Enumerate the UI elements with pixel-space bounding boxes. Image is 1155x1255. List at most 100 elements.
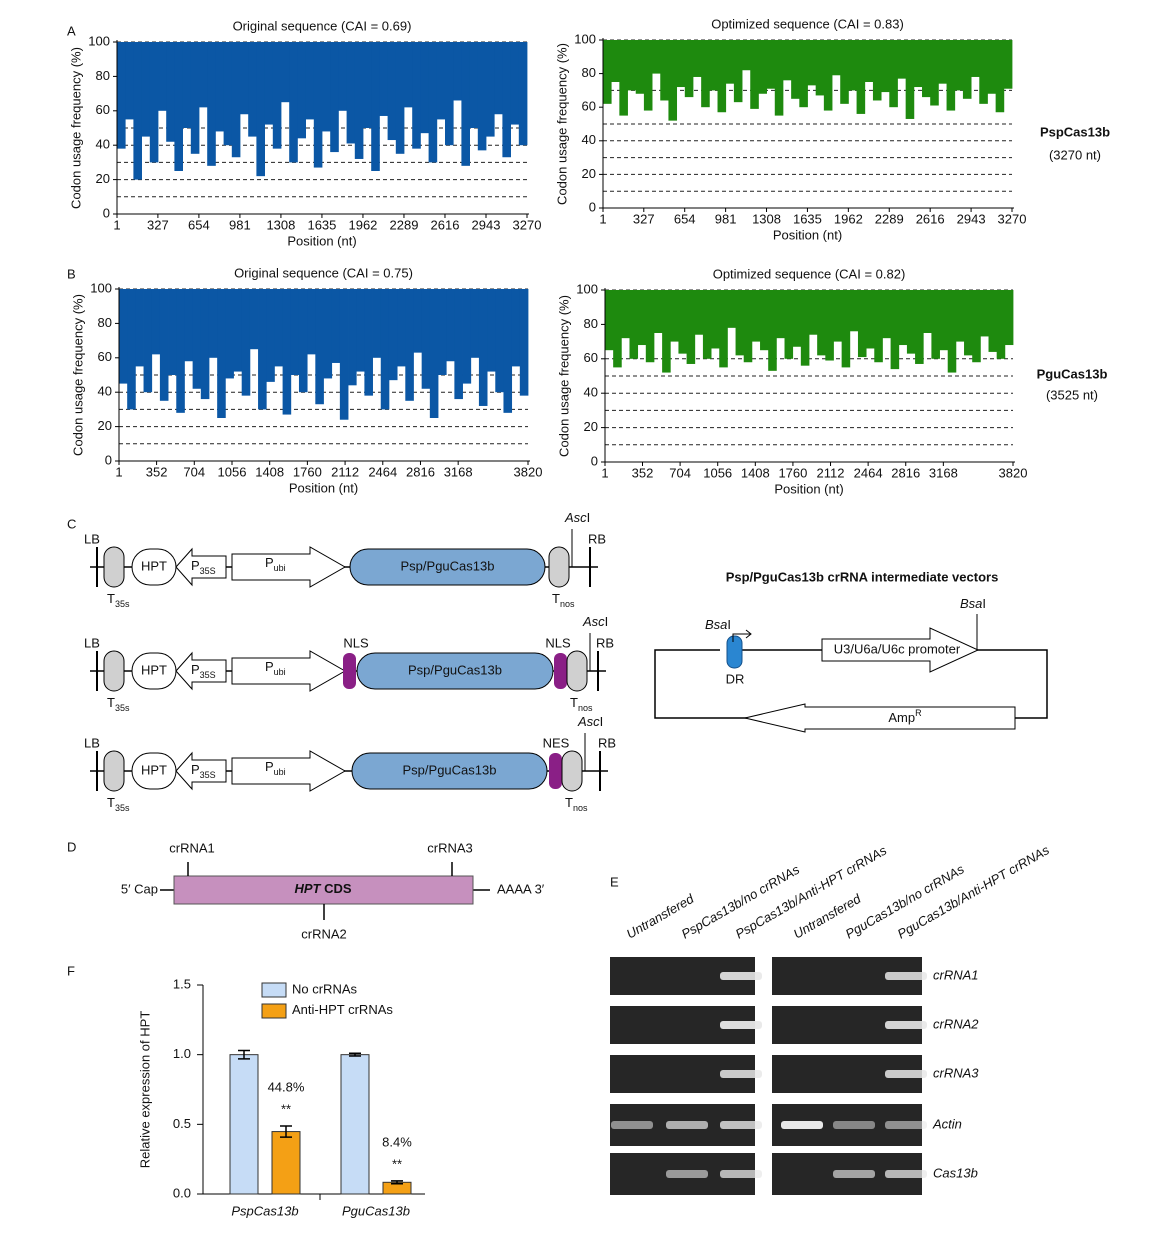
x-tick-label: 352 bbox=[146, 464, 168, 479]
y-tick-label: 40 bbox=[584, 385, 598, 400]
bar bbox=[298, 289, 308, 393]
bar bbox=[395, 42, 405, 154]
bar bbox=[223, 42, 233, 146]
bar bbox=[962, 40, 972, 99]
label-part: nos bbox=[573, 803, 588, 813]
promoter-label: Pubi bbox=[265, 659, 286, 677]
x-tick-label: 1635 bbox=[793, 211, 822, 226]
nls bbox=[343, 653, 356, 689]
y-tick-label: 80 bbox=[582, 65, 596, 80]
x-tick-label: 1056 bbox=[703, 465, 732, 480]
label-part: CDS bbox=[320, 881, 351, 896]
bar bbox=[372, 289, 382, 358]
y-axis-label: Codon usage frequency (%) bbox=[556, 295, 571, 457]
bar bbox=[258, 289, 267, 410]
label-part: nos bbox=[578, 703, 593, 713]
bar bbox=[645, 290, 655, 363]
bar bbox=[176, 289, 185, 413]
x-tick-label: 1962 bbox=[348, 217, 377, 232]
bar bbox=[954, 40, 964, 91]
bar bbox=[151, 289, 161, 355]
bar bbox=[791, 40, 800, 99]
band bbox=[720, 972, 762, 980]
gene-label: Psp/PguCas13b bbox=[408, 662, 502, 677]
label-part: P bbox=[191, 558, 200, 573]
label-part: Anti-HPT crRNAs bbox=[292, 1002, 393, 1017]
bar bbox=[413, 289, 423, 353]
y-tick-label: 80 bbox=[584, 316, 598, 331]
label-part: HPT bbox=[294, 881, 321, 896]
border-label: RB bbox=[596, 635, 614, 650]
bar bbox=[800, 290, 810, 366]
gene-length: (3525 nt) bbox=[1046, 387, 1098, 402]
bar bbox=[166, 42, 175, 142]
x-tick-label: 352 bbox=[632, 465, 654, 480]
x-tick-label: 704 bbox=[183, 464, 205, 479]
y-tick-label: 20 bbox=[582, 166, 596, 181]
bar bbox=[872, 40, 882, 101]
row-label: crRNA1 bbox=[933, 967, 979, 982]
label-part: R bbox=[915, 708, 922, 718]
y-tick-label: 1.5 bbox=[173, 976, 191, 991]
bar bbox=[231, 42, 241, 158]
legend-label: Anti-HPT crRNAs bbox=[292, 1002, 393, 1017]
chart-title: Original sequence (CAI = 0.69) bbox=[233, 18, 412, 33]
promoter-label: P35S bbox=[191, 762, 216, 780]
x-tick-label: PspCas13b bbox=[231, 1203, 298, 1218]
row-label: Cas13b bbox=[933, 1165, 978, 1180]
vector-title: Psp/PguCas13b crRNA intermediate vectors bbox=[726, 569, 999, 584]
bar bbox=[429, 289, 439, 418]
x-tick-label: 2112 bbox=[817, 465, 845, 480]
x-tick-label: 3270 bbox=[998, 211, 1027, 226]
bar bbox=[182, 42, 192, 128]
bar bbox=[229, 1054, 259, 1195]
x-tick-label: 3168 bbox=[444, 464, 473, 479]
label-part: I bbox=[600, 714, 604, 729]
amp-label: AmpR bbox=[888, 708, 922, 725]
label-part: Asc bbox=[564, 510, 587, 525]
bar bbox=[478, 289, 488, 406]
terminator bbox=[561, 750, 583, 792]
bar bbox=[913, 40, 923, 88]
bar bbox=[200, 289, 210, 400]
x-tick-label: 1 bbox=[113, 217, 120, 232]
bar bbox=[323, 289, 333, 379]
bar bbox=[864, 40, 874, 82]
label-part: Bsa bbox=[960, 596, 982, 611]
bar bbox=[380, 289, 390, 410]
bar bbox=[446, 289, 455, 362]
y-tick-label: 20 bbox=[96, 171, 110, 186]
border-label: RB bbox=[598, 735, 616, 750]
bar bbox=[686, 290, 696, 364]
bar bbox=[856, 40, 866, 114]
x-tick-label: 1 bbox=[115, 464, 122, 479]
band bbox=[885, 1170, 927, 1178]
label-part: P bbox=[265, 555, 274, 570]
label-part: P bbox=[191, 662, 200, 677]
bar bbox=[619, 40, 628, 116]
error-bar bbox=[238, 1049, 250, 1060]
nls bbox=[554, 653, 567, 689]
bar bbox=[502, 42, 511, 158]
label-part: Asc bbox=[577, 714, 600, 729]
bar bbox=[922, 40, 931, 98]
bar bbox=[955, 290, 965, 342]
bar bbox=[611, 40, 620, 82]
y-tick-label: 60 bbox=[584, 350, 598, 365]
x-tick-label: 2464 bbox=[368, 464, 397, 479]
promoter-label: Pubi bbox=[265, 759, 286, 777]
y-tick-label: 100 bbox=[88, 33, 110, 48]
band bbox=[885, 1121, 927, 1129]
label-part: 35S bbox=[200, 670, 216, 680]
significance-label: ** bbox=[281, 1101, 291, 1116]
bar bbox=[158, 42, 167, 111]
x-axis-label: Position (nt) bbox=[773, 227, 842, 242]
panel-letter: D bbox=[67, 839, 76, 854]
bar bbox=[339, 289, 349, 420]
bar bbox=[354, 42, 364, 159]
y-axis-label: Codon usage frequency (%) bbox=[70, 294, 85, 456]
bar bbox=[462, 289, 472, 384]
x-tick-label: 704 bbox=[669, 465, 691, 480]
bar bbox=[825, 290, 834, 361]
bar bbox=[371, 42, 380, 171]
